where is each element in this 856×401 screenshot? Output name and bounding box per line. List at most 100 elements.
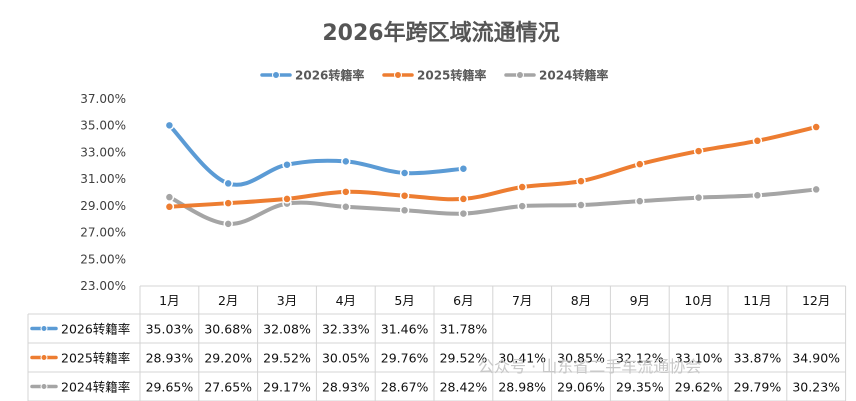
data-point	[693, 146, 704, 156]
row-legend-marker	[40, 354, 48, 361]
data-point	[164, 202, 175, 212]
table-cell-value: 30.05%	[322, 351, 370, 366]
x-tick-label: 9月	[630, 293, 650, 308]
data-point	[399, 168, 410, 178]
table-cell-value: 30.23%	[792, 380, 840, 395]
legend-label: 2026转籍率	[295, 68, 364, 83]
data-point	[164, 120, 175, 131]
table-row-label: 2026转籍率	[61, 322, 130, 337]
table-cell-value: 29.62%	[675, 380, 723, 395]
data-point	[811, 184, 821, 195]
x-tick-label: 8月	[571, 293, 591, 308]
x-tick-label: 7月	[512, 293, 532, 308]
data-point	[282, 194, 292, 204]
y-tick-label: 25.00%	[80, 252, 126, 266]
table-cell-value: 28.98%	[498, 380, 546, 395]
data-point	[576, 176, 586, 186]
data-point	[517, 201, 527, 211]
data-point	[635, 159, 645, 169]
data-point	[223, 178, 233, 189]
y-tick-label: 31.00%	[80, 172, 126, 186]
legend-marker	[394, 71, 402, 79]
table-cell-value: 28.67%	[381, 380, 429, 395]
data-point	[576, 200, 586, 210]
table-cell-value: 32.08%	[263, 322, 311, 337]
y-axis: 23.00% 25.00% 27.00% 29.00% 31.00% 33.00% 35.0…	[80, 92, 126, 293]
y-tick-label: 35.00%	[80, 119, 126, 133]
table-cell-value: 28.93%	[322, 380, 370, 395]
data-point	[399, 205, 410, 216]
table-cell-value: 32.33%	[322, 322, 370, 337]
x-tick-label: 3月	[277, 293, 297, 308]
series-group	[164, 120, 469, 189]
data-point	[752, 136, 763, 146]
data-point	[223, 219, 233, 229]
table-cell-value: 31.46%	[381, 322, 429, 337]
legend-item: 2025转籍率	[382, 68, 486, 83]
table-cell-value: 29.20%	[204, 351, 252, 366]
data-point	[811, 122, 821, 132]
table-cell-value: 29.76%	[381, 351, 429, 366]
table-cell-value: 30.41%	[498, 351, 546, 366]
table-row-label: 2024转籍率	[61, 380, 130, 395]
chart-title: 2026年跨区域流通情况	[322, 20, 559, 46]
x-tick-label: 12月	[802, 293, 830, 308]
table-row: 2024转籍率 29.65% 27.65% 29.17% 28.93% 28.67% 28.…	[30, 380, 840, 395]
y-tick-label: 37.00%	[80, 92, 126, 106]
series-group	[164, 184, 821, 229]
data-point	[341, 187, 351, 197]
table-cell-value: 35.03%	[146, 322, 194, 337]
data-point	[164, 192, 175, 202]
x-tick-label: 11月	[743, 293, 771, 308]
table-row: 2026转籍率 35.03% 30.68% 32.08% 32.33% 31.46% 31.…	[30, 322, 488, 337]
table-cell-value: 29.79%	[734, 380, 782, 395]
data-point	[458, 163, 469, 174]
table-cell-value: 33.10%	[675, 351, 723, 366]
table-cell-value: 29.65%	[146, 380, 194, 395]
table-cell-value: 29.17%	[263, 380, 311, 395]
legend-marker	[516, 71, 524, 79]
table-row: 2025转籍率 28.93% 29.20% 29.52% 30.05% 29.76% 29.…	[30, 351, 840, 366]
data-point	[458, 194, 469, 204]
table-cell-value: 33.87%	[734, 351, 782, 366]
data-point	[517, 182, 527, 192]
legend-item: 2026转籍率	[260, 68, 364, 83]
legend-marker	[272, 71, 280, 79]
y-tick-label: 27.00%	[80, 226, 126, 240]
table-cell-value: 28.42%	[440, 380, 488, 395]
data-point	[752, 190, 763, 201]
legend-item: 2024转籍率	[504, 68, 608, 83]
data-table: 1月 2月 3月 4月 5月 6月 7月 8月 9月 10月 11月 12月 2026转籍率 35.03%…	[27, 285, 847, 401]
x-tick-label: 4月	[336, 293, 356, 308]
table-cell-value: 30.68%	[204, 322, 252, 337]
series-line	[167, 125, 819, 209]
table-row-label: 2025转籍率	[61, 351, 130, 366]
data-point	[282, 159, 292, 170]
data-point	[635, 196, 645, 206]
series-group	[164, 122, 821, 212]
legend-label: 2024转籍率	[539, 68, 608, 83]
table-cell-value: 29.06%	[557, 380, 605, 395]
table-cell-value: 29.52%	[440, 351, 488, 366]
table-cell-value: 27.65%	[204, 380, 252, 395]
x-tick-label: 1月	[159, 293, 179, 308]
x-tick-label: 10月	[684, 293, 712, 308]
table-cell-value: 32.12%	[616, 351, 664, 366]
y-tick-label: 23.00%	[80, 279, 126, 293]
y-tick-label: 33.00%	[80, 145, 126, 159]
legend-label: 2025转籍率	[417, 68, 486, 83]
x-tick-label: 2月	[218, 293, 238, 308]
table-cell-value: 31.78%	[440, 322, 488, 337]
data-point	[341, 156, 351, 167]
watermark-text: 公众号 · 山东省二手车流通协会	[478, 357, 701, 376]
row-legend-marker	[40, 383, 48, 390]
table-cell-value: 29.52%	[263, 351, 311, 366]
table-cell-value: 34.90%	[792, 351, 840, 366]
data-point	[693, 192, 704, 203]
data-point	[458, 208, 469, 219]
table-cell-value: 28.93%	[146, 351, 194, 366]
data-point	[399, 190, 410, 201]
data-point	[341, 202, 351, 212]
